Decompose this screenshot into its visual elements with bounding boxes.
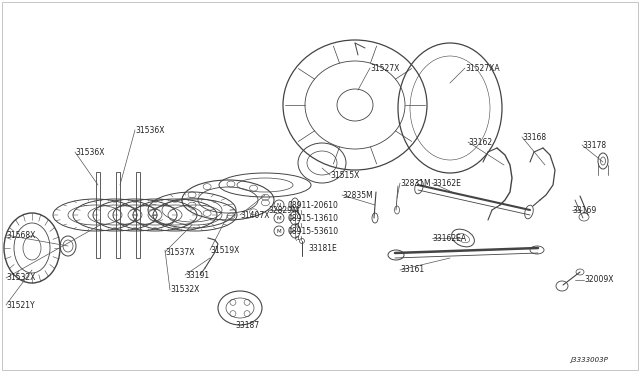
Text: 33187: 33187 [235,321,259,330]
Text: 31568X: 31568X [6,231,35,240]
Text: (1): (1) [295,209,303,215]
Text: 33162: 33162 [468,138,492,147]
Text: 08915-53610: 08915-53610 [288,227,339,235]
Text: 33181E: 33181E [308,244,337,253]
Bar [116,172,120,258]
Text: M: M [276,215,282,221]
Text: 33162EA: 33162EA [432,234,466,243]
Bar [96,172,100,258]
Text: 31532X: 31532X [170,285,200,295]
Text: M: M [276,228,282,234]
Text: J3333003P: J3333003P [570,357,608,363]
Text: 31515X: 31515X [330,170,360,180]
Text: N: N [277,202,281,208]
Text: 31521Y: 31521Y [6,301,35,310]
Text: 31527X: 31527X [370,64,399,73]
Text: 31527XA: 31527XA [465,64,500,73]
Text: 32009X: 32009X [584,276,614,285]
Text: 32829M: 32829M [268,205,299,215]
Text: (1): (1) [295,222,303,228]
Text: 33168: 33168 [522,132,546,141]
Text: 33169: 33169 [572,205,596,215]
Text: 33191: 33191 [185,270,209,279]
Text: 08915-13610: 08915-13610 [288,214,339,222]
Text: 31537X: 31537X [165,247,195,257]
Text: 32831M: 32831M [400,179,431,187]
Text: 33161: 33161 [400,266,424,275]
Text: 08911-20610: 08911-20610 [288,201,339,209]
Text: 31519X: 31519X [210,246,239,254]
Text: 31532X: 31532X [6,273,35,282]
Text: 32835M: 32835M [342,190,372,199]
Text: 31536X: 31536X [135,125,164,135]
Text: 31407X: 31407X [240,211,269,219]
Text: 33162E: 33162E [432,179,461,187]
Text: 33178: 33178 [582,141,606,150]
Text: (1): (1) [295,235,303,241]
Bar [136,172,140,258]
Text: 31536X: 31536X [75,148,104,157]
